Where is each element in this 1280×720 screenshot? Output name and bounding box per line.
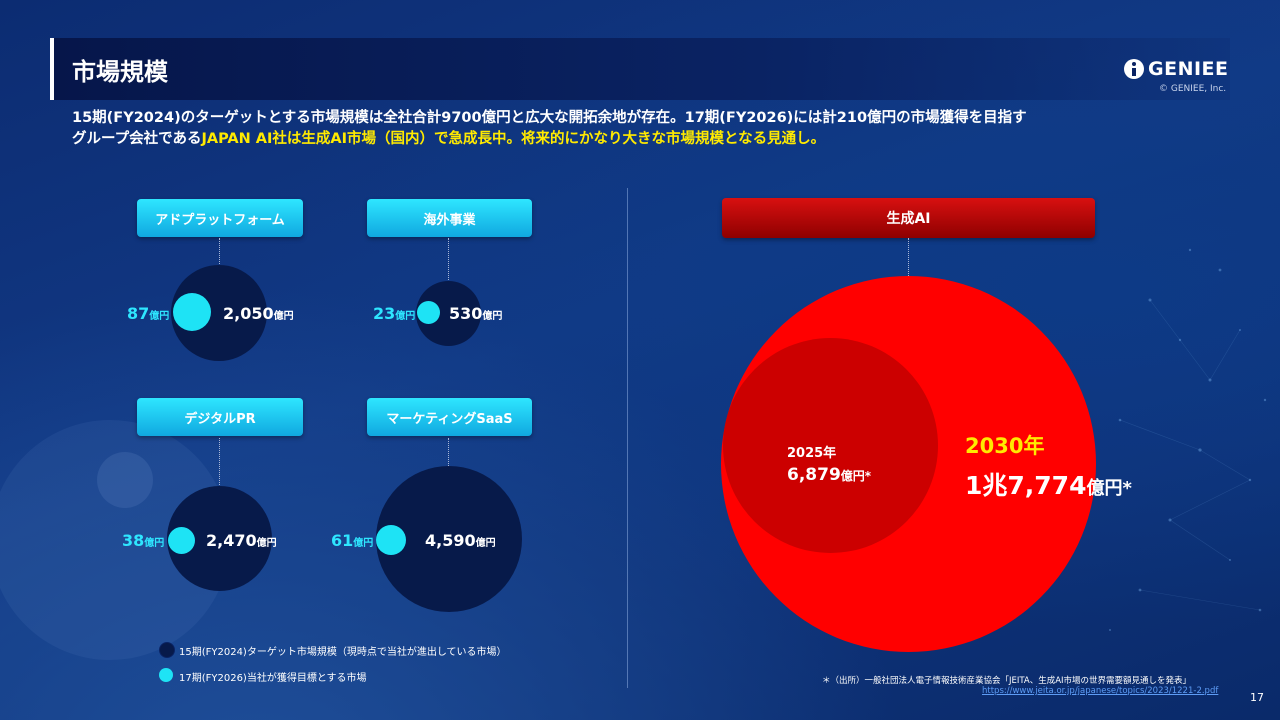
bubble-goal-marketing-saas bbox=[376, 525, 406, 555]
target-value-overseas: 530億円 bbox=[449, 304, 503, 323]
goal-value-marketing-saas: 61億円 bbox=[331, 531, 374, 550]
target-value-digital-pr: 2,470億円 bbox=[206, 531, 277, 550]
bubble-genai-2025 bbox=[723, 338, 938, 553]
segment-label-overseas: 海外事業 bbox=[367, 199, 532, 237]
genai-label: 生成AI bbox=[722, 198, 1095, 238]
legend-label-goal: 17期(FY2026)当社が獲得目標とする市場 bbox=[179, 673, 367, 684]
logo-text: GENIEE bbox=[1148, 58, 1229, 80]
genai-2025-value: 6,879億円* bbox=[787, 465, 872, 485]
legend-label-target: 15期(FY2024)ターゲット市場規模（現時点で当社が進出している市場） bbox=[179, 647, 507, 658]
copyright: © GENIEE, Inc. bbox=[1159, 84, 1227, 94]
connector bbox=[448, 238, 449, 282]
bubble-goal-overseas bbox=[417, 301, 440, 324]
segment-label-digital-pr: デジタルPR bbox=[137, 398, 303, 436]
segment-label-marketing-saas: マーケティングSaaS bbox=[367, 398, 532, 436]
genai-2030-year: 2030年 bbox=[965, 434, 1045, 458]
bubble-goal-digital-pr bbox=[168, 527, 195, 554]
connector bbox=[448, 438, 449, 468]
intro-text: 15期(FY2024)のターゲットとする市場規模は全社合計9700億円と広大な開… bbox=[72, 108, 1027, 150]
intro-line-2-white: グループ会社である bbox=[72, 131, 202, 147]
connector bbox=[908, 238, 909, 278]
connector bbox=[219, 238, 220, 266]
source-link[interactable]: https://www.jeita.or.jp/japanese/topics/… bbox=[982, 686, 1219, 696]
goal-value-digital-pr: 38億円 bbox=[122, 531, 165, 550]
page-number: 17 bbox=[1250, 691, 1264, 704]
goal-value-ad-platform: 87億円 bbox=[127, 304, 170, 323]
header-accent bbox=[50, 38, 54, 100]
target-value-marketing-saas: 4,590億円 bbox=[425, 531, 496, 550]
intro-line-2-highlight: JAPAN AI社は生成AI市場（国内）で急成長中。将来的にかなり大きな市場規模… bbox=[201, 131, 826, 147]
footnote: ＊（出所）一般社団法人電子情報技術産業協会「JEITA、生成AI市場の世界需要額… bbox=[822, 676, 1192, 686]
connector bbox=[219, 438, 220, 487]
target-value-ad-platform: 2,050億円 bbox=[223, 304, 294, 323]
genai-2025-year: 2025年 bbox=[787, 446, 837, 461]
section-divider bbox=[627, 188, 628, 688]
header-bar bbox=[50, 38, 1230, 100]
legend-dot-target bbox=[159, 642, 175, 658]
intro-line-1: 15期(FY2024)のターゲットとする市場規模は全社合計9700億円と広大な開… bbox=[72, 110, 1027, 126]
page-title: 市場規模 bbox=[72, 58, 168, 86]
genai-2030-value: 1兆7,774億円* bbox=[965, 471, 1132, 500]
goal-value-overseas: 23億円 bbox=[373, 304, 416, 323]
segment-label-ad-platform: アドプラットフォーム bbox=[137, 199, 303, 237]
legend-dot-goal bbox=[159, 668, 173, 682]
geniee-logo-icon bbox=[1124, 59, 1144, 79]
intro-line-2: グループ会社であるJAPAN AI社は生成AI市場（国内）で急成長中。将来的にか… bbox=[72, 129, 1027, 150]
bubble-goal-ad-platform bbox=[173, 293, 211, 331]
geniee-logo: GENIEE bbox=[1124, 58, 1229, 80]
